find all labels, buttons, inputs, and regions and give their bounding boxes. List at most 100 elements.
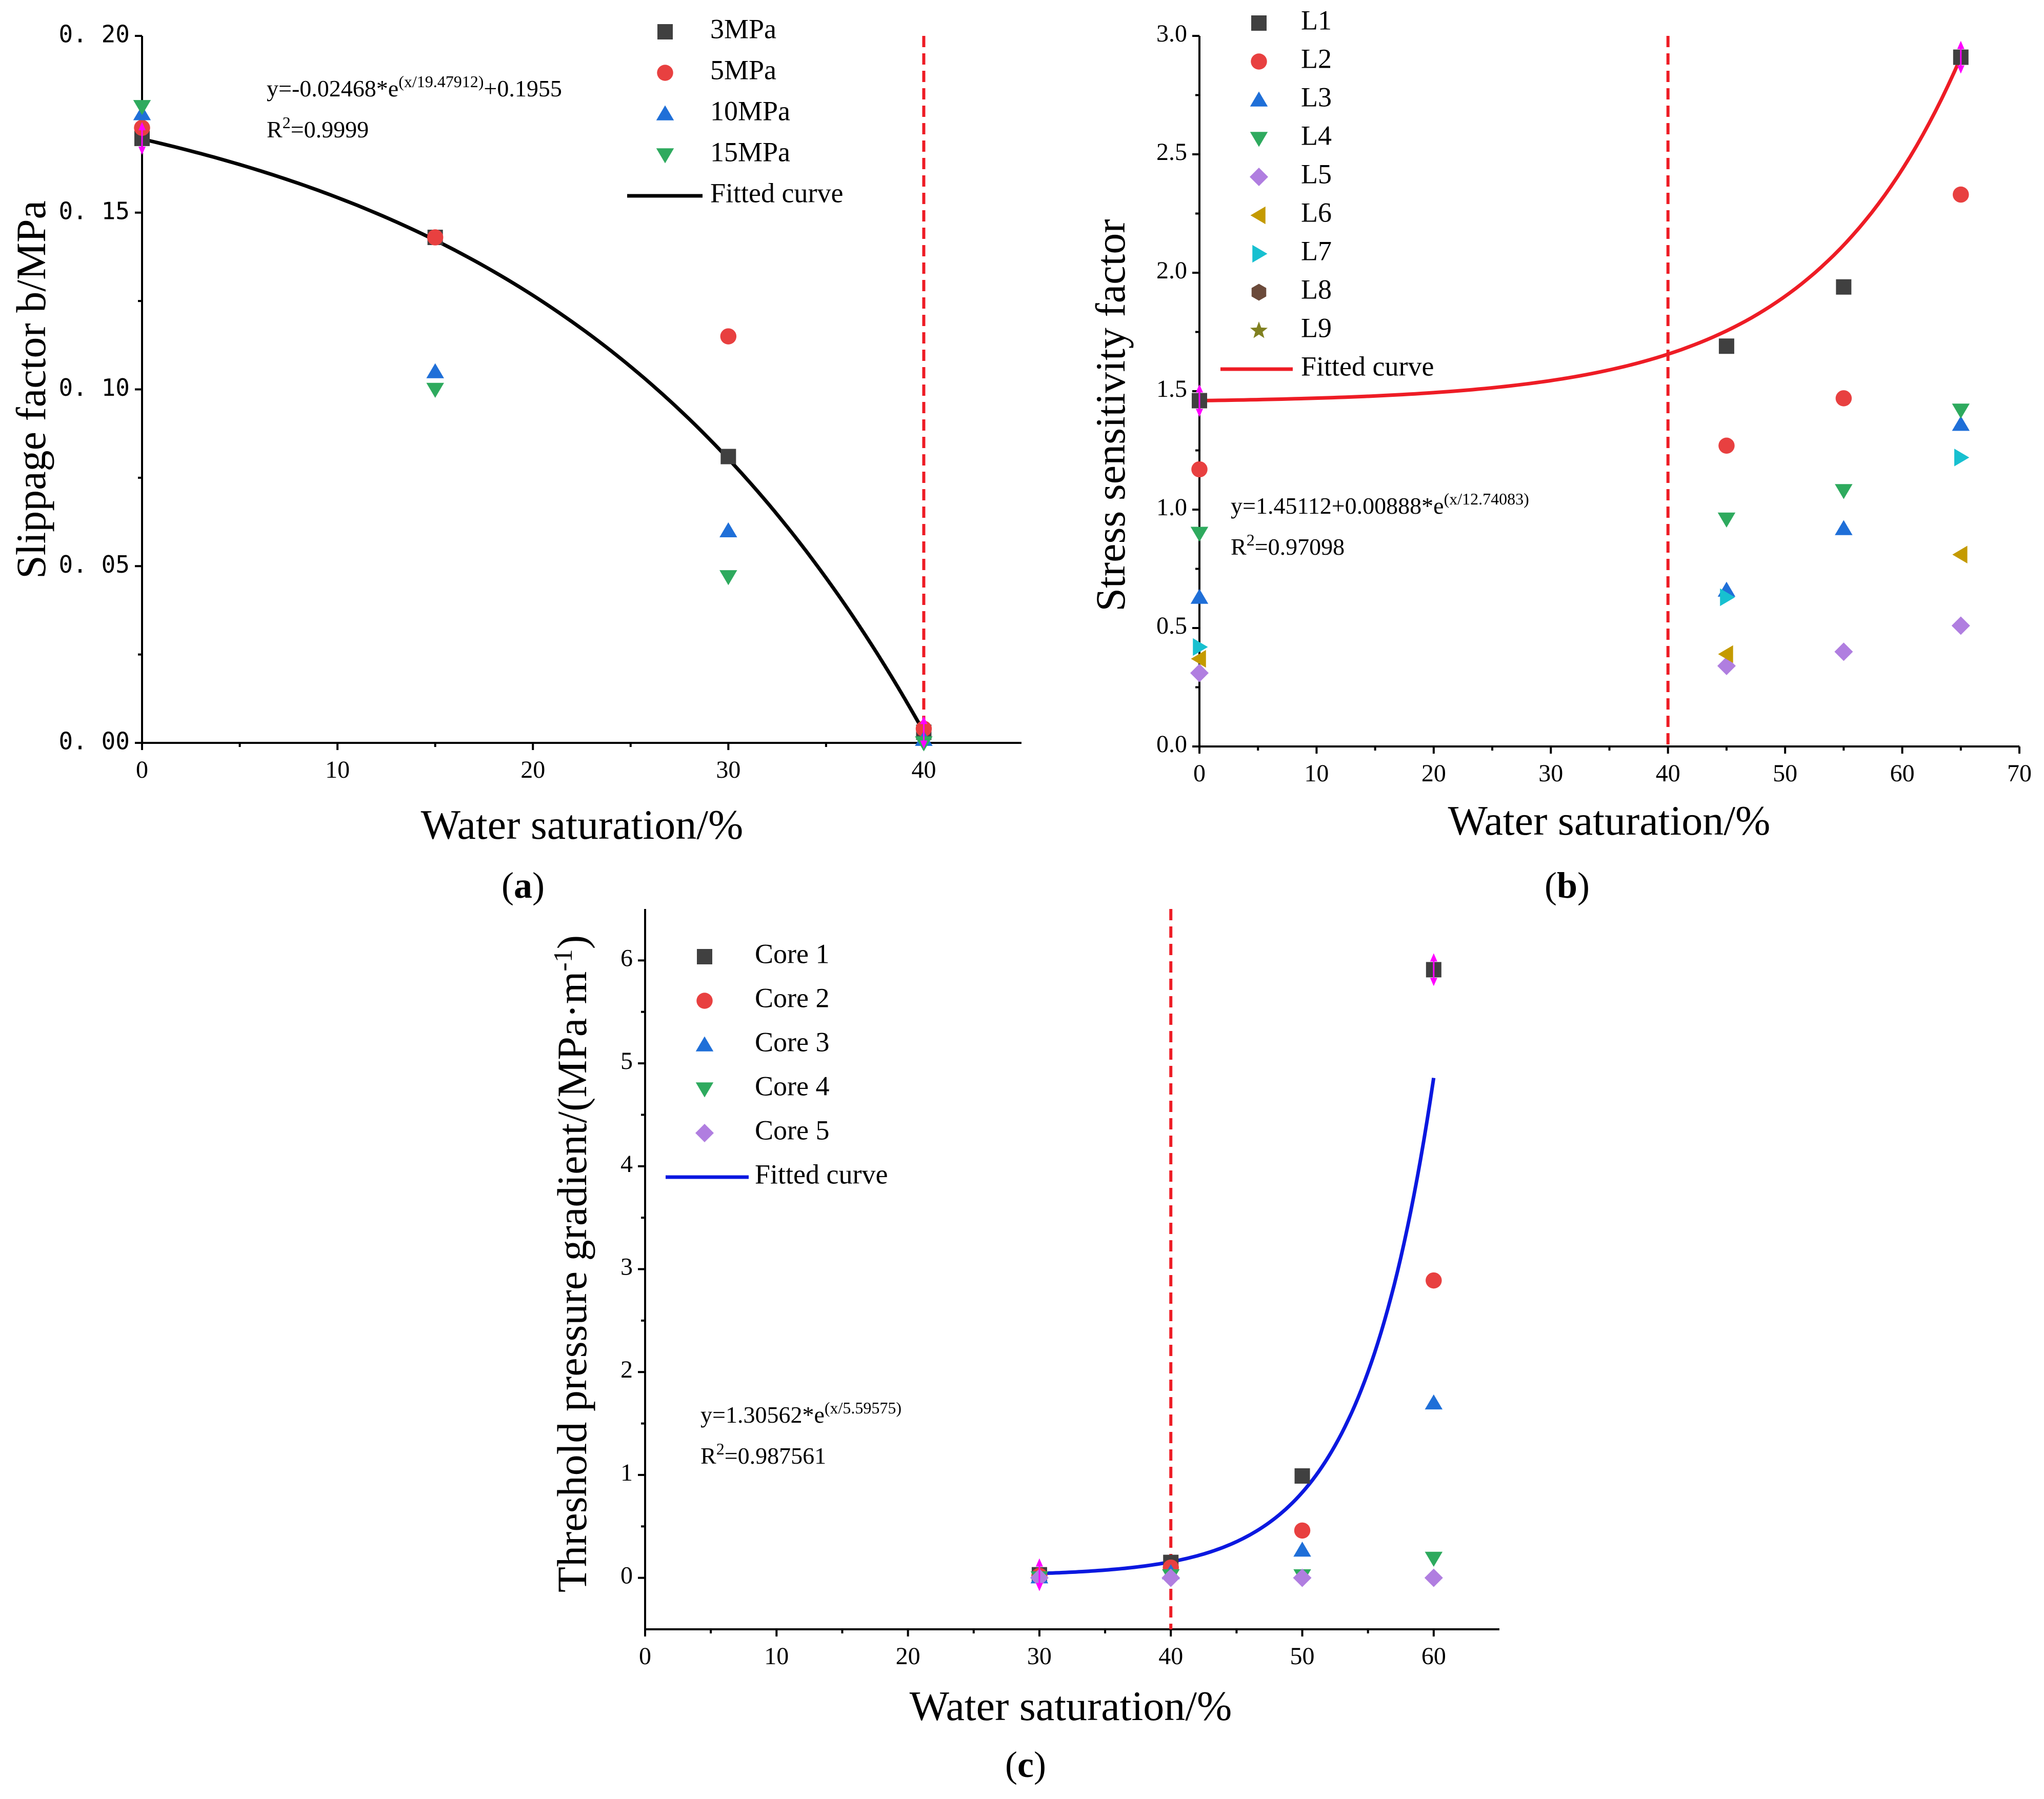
x-tick-label: 20 bbox=[520, 756, 545, 783]
x-tick-label: 10 bbox=[764, 1643, 789, 1670]
x-tick-label: 50 bbox=[1290, 1643, 1315, 1670]
fitted-curve bbox=[1039, 1077, 1436, 1575]
r2-letter: R bbox=[700, 1443, 716, 1469]
legend-label: Core 4 bbox=[755, 1070, 829, 1101]
data-point bbox=[1425, 1551, 1443, 1567]
r2-exponent: 2 bbox=[283, 113, 291, 132]
r-squared: R2=0.97098 bbox=[1231, 531, 1345, 560]
data-point bbox=[1294, 1468, 1310, 1484]
x-tick-label: 0 bbox=[136, 756, 148, 783]
data-point bbox=[1294, 1522, 1311, 1539]
legend-marker bbox=[1251, 284, 1267, 301]
data-point bbox=[1835, 520, 1853, 535]
panel-label-close: ) bbox=[1034, 1744, 1046, 1785]
fitted-curve bbox=[1199, 56, 1963, 402]
data-point bbox=[1718, 645, 1733, 663]
legend-label: L3 bbox=[1301, 82, 1332, 112]
legend-label: 5MPa bbox=[710, 54, 776, 85]
data-point bbox=[720, 328, 737, 345]
x-tick-label: 70 bbox=[2007, 760, 2032, 787]
error-bar-cap-top bbox=[1196, 384, 1203, 393]
equation-suffix: +0.1955 bbox=[484, 75, 562, 102]
data-point bbox=[1424, 1568, 1443, 1587]
error-bar bbox=[1035, 1558, 1043, 1591]
legend-marker bbox=[1250, 132, 1268, 147]
equation-exponent: (x/19.47912) bbox=[398, 72, 484, 91]
y-tick-label: 0 bbox=[620, 1562, 633, 1589]
y-tick-label: 0.0 bbox=[1156, 731, 1187, 758]
series-l4 bbox=[1190, 403, 1970, 542]
data-point bbox=[1191, 650, 1206, 668]
y-tick-label: 1.5 bbox=[1156, 375, 1187, 402]
legend-marker bbox=[695, 1124, 714, 1142]
legend-label: L9 bbox=[1301, 312, 1332, 343]
data-point bbox=[1190, 527, 1209, 542]
x-tick-label: 20 bbox=[1421, 760, 1446, 787]
data-point bbox=[1953, 186, 1969, 203]
data-point bbox=[1191, 461, 1208, 478]
data-point bbox=[1717, 512, 1736, 528]
x-tick-label: 30 bbox=[1027, 1643, 1052, 1670]
x-tick-label: 40 bbox=[1656, 760, 1680, 787]
legend-label: Core 2 bbox=[755, 982, 829, 1013]
data-point bbox=[1952, 403, 1970, 419]
data-point bbox=[1952, 416, 1970, 431]
series-l6 bbox=[1191, 545, 1968, 668]
data-point bbox=[1954, 449, 1970, 467]
y-tick-label: 0. 10 bbox=[59, 374, 130, 401]
data-point bbox=[426, 363, 444, 378]
error-bar-cap-top bbox=[1035, 1558, 1043, 1567]
series-15mpa bbox=[133, 100, 933, 752]
y-axis-title: Threshold pressure gradient/(MPa·m-1) bbox=[549, 935, 596, 1592]
y-tick-label: 5 bbox=[620, 1047, 633, 1075]
legend-label: Core 1 bbox=[755, 938, 829, 969]
r2-exponent: 2 bbox=[716, 1440, 725, 1458]
data-point bbox=[1718, 338, 1734, 354]
y-tick-label: 4 bbox=[620, 1150, 633, 1178]
legend-label: 10MPa bbox=[710, 95, 790, 126]
y-tick-label: 0.5 bbox=[1156, 612, 1187, 639]
legend-marker bbox=[1250, 91, 1268, 107]
x-tick-label: 40 bbox=[911, 756, 936, 783]
panel-label-open: ( bbox=[1005, 1744, 1017, 1785]
error-bar-cap-bottom bbox=[1035, 1583, 1043, 1591]
legend-marker bbox=[697, 949, 712, 964]
legend-marker bbox=[657, 24, 673, 39]
legend-label: Core 3 bbox=[755, 1026, 829, 1057]
x-tick-label: 20 bbox=[896, 1643, 920, 1670]
legend-marker bbox=[1250, 168, 1268, 186]
data-point bbox=[1161, 1568, 1180, 1587]
series-core-2 bbox=[1031, 1272, 1442, 1584]
equation-exponent: (x/12.74083) bbox=[1444, 490, 1529, 508]
data-point bbox=[1425, 1394, 1443, 1410]
error-bar bbox=[138, 122, 146, 155]
data-point bbox=[719, 522, 737, 538]
legend-marker bbox=[1250, 321, 1268, 338]
legend-marker bbox=[1251, 15, 1267, 31]
legend-label: L5 bbox=[1301, 158, 1332, 189]
error-bar-cap-top bbox=[1957, 41, 1965, 49]
panel-label-close: ) bbox=[1577, 865, 1590, 906]
error-bar-cap-bottom bbox=[1430, 978, 1437, 986]
equation-main: y=1.30562*e bbox=[700, 1402, 825, 1428]
y-tick-label: 2.5 bbox=[1156, 138, 1187, 166]
r-squared: R2=0.9999 bbox=[267, 113, 369, 143]
error-bar-cap-bottom bbox=[920, 740, 928, 749]
r2-letter: R bbox=[1231, 534, 1247, 560]
data-point bbox=[719, 570, 737, 585]
legend-label: L4 bbox=[1301, 120, 1332, 151]
r-squared: R2=0.987561 bbox=[700, 1440, 826, 1469]
r2-value: =0.9999 bbox=[291, 116, 369, 143]
x-tick-label: 40 bbox=[1158, 1643, 1183, 1670]
equation-main: y=1.45112+0.00888*e bbox=[1231, 493, 1444, 519]
legend: Core 1 Core 2 Core 3 Core 4 Core 5 Fitted cur… bbox=[666, 938, 888, 1189]
x-tick-label: 0 bbox=[639, 1643, 651, 1670]
y-axis-title-close: ) bbox=[549, 935, 595, 949]
y-axis-title: Stress sensitivity factor bbox=[1087, 219, 1134, 611]
fit-equation: y=1.30562*e(x/5.59575) bbox=[700, 1399, 901, 1428]
panel-label-letter: c bbox=[1017, 1744, 1034, 1785]
data-point bbox=[1426, 1272, 1442, 1289]
y-tick-label: 1.0 bbox=[1156, 494, 1187, 521]
series-l5 bbox=[1190, 616, 1970, 682]
data-point bbox=[427, 229, 444, 246]
